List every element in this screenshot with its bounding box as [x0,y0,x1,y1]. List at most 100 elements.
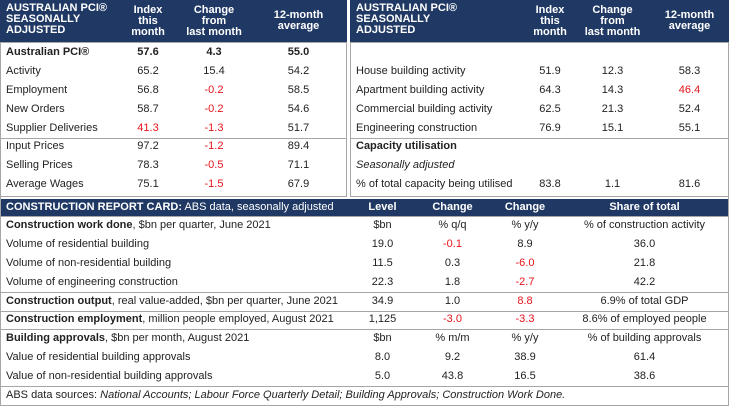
header-text: AUSTRALIAN PCI® SEASONALLY ADJUSTED [356,2,457,36]
row-label: Australian PCI® [0,43,118,62]
cell: % q/q [415,216,490,235]
header-text: Change [432,201,473,213]
header-text: ABS data, seasonally adjusted [182,201,334,213]
cell-text: -6.0 [515,256,535,269]
cell-text: % m/m [435,332,470,345]
row-label: Input Prices [0,138,118,157]
cell-text: % of total capacity being utilised [356,178,513,191]
row-label: Seasonally adjusted [350,156,525,175]
cell-text: 16.5 [514,370,536,383]
cell: 1.1 [575,175,650,194]
cell: 54.6 [250,100,347,119]
cell: -0.5 [178,156,250,175]
cell-text: 83.8 [539,178,561,191]
cell: % y/y [490,216,560,235]
cell-text: $bn [373,218,392,231]
cell: 0.3 [415,254,490,273]
cell: 58.5 [250,81,347,100]
cell-text: 36.0 [633,237,656,250]
header-cell: Level [350,199,415,216]
cell: -3.3 [490,311,560,330]
label-bold: Construction output [6,294,112,307]
cell-text: 21.8 [633,256,656,269]
cell-text: Activity [6,64,41,77]
cell: % of construction activity [560,216,729,235]
cell-text: 22.3 [371,275,394,288]
rule [350,42,351,197]
cell: 75.1 [118,175,178,194]
row-label: Value of non-residential building approv… [0,367,350,386]
cell: $bn [350,216,415,235]
cell-text: -1.3 [204,121,224,134]
cell-text: 58.3 [678,64,701,77]
row-label: Value of residential building approvals [0,348,350,367]
header-cell: 12-month average [650,0,729,42]
cell: 42.2 [560,273,729,292]
cell-text: 51.7 [287,121,310,134]
cell-text: 64.3 [539,83,561,96]
row-label: House building activity [350,62,525,81]
row-label: Supplier Deliveries [0,119,118,138]
cell-text: Average Wages [6,178,84,191]
rule [0,405,729,407]
rule [0,216,729,217]
label-text: , $bn per month, August 2021 [105,332,250,345]
cell-text: 12.3 [601,64,624,77]
label-text: , million people employed, August 2021 [142,313,334,326]
cell-text: 8.9 [517,237,533,250]
cell: 8.8 [490,292,560,311]
cell-text: -0.2 [204,83,224,96]
header-text: Change from last month [186,3,242,38]
cell-text: 38.9 [514,351,536,364]
cell: % y/y [490,329,560,348]
rule [0,137,347,139]
cell: 5.0 [350,367,415,386]
cell: 64.3 [525,81,575,100]
label-text: Volume of residential building [6,237,150,250]
cell: -1.2 [178,138,250,157]
header-cell: Change from last month [178,0,250,42]
cell: -3.0 [415,311,490,330]
rule [0,42,347,43]
cell-text: -3.3 [515,313,535,326]
cell-text: Apartment building activity [356,83,485,96]
cell: 8.9 [490,235,560,254]
cell: 55.0 [250,43,347,62]
cell-text: 76.9 [539,121,561,134]
cell-text: Australian PCI® [6,45,90,58]
cell: 83.8 [525,175,575,194]
row-label: Capacity utilisation [350,138,525,157]
rule [0,386,729,388]
cell-text: 61.4 [633,351,656,364]
cell-text: 0.3 [444,256,461,269]
cell: -6.0 [490,254,560,273]
label-text: Value of non-residential building approv… [6,370,213,383]
cell-text: 89.4 [287,140,310,153]
cell: 62.5 [525,100,575,119]
cell-text: -2.7 [515,275,535,288]
cell: 22.3 [350,273,415,292]
row-label: Building approvals, $bn per month, Augus… [0,329,350,348]
cell: 9.2 [415,348,490,367]
cell-text: -0.5 [204,159,224,172]
cell: 51.9 [525,62,575,81]
header-cell: AUSTRALIAN PCI® SEASONALLY ADJUSTED [350,0,525,42]
cell: 57.6 [118,43,178,62]
cell-text: 65.2 [137,64,159,77]
label-bold: Building approvals [6,332,106,345]
cell-text: Supplier Deliveries [6,121,98,134]
cell-text: 1,125 [368,313,397,326]
row-label: Commercial building activity [350,100,525,119]
cell-text: New Orders [6,102,65,115]
cell-text: 4.3 [206,45,222,58]
cell-text: -0.1 [443,237,462,250]
cell-text: 6.9% of total GDP [600,294,689,307]
cell-text: 81.6 [678,178,701,191]
label-text: Volume of engineering construction [6,275,178,288]
cell-text: 54.6 [287,102,310,115]
cell-text: $bn [373,332,392,345]
cell: 36.0 [560,235,729,254]
cell: 34.9 [350,292,415,311]
row-label: Volume of residential building [0,235,350,254]
row-label: Selling Prices [0,156,118,175]
